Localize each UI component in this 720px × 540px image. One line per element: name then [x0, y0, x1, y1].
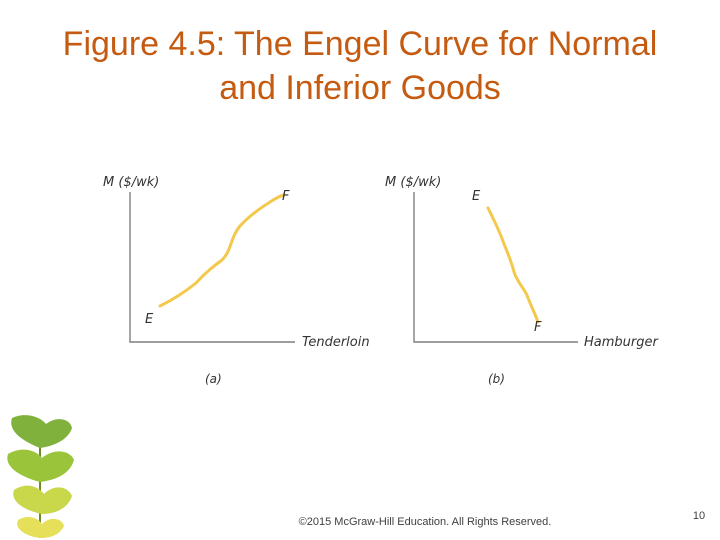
slide-title-line2: and Inferior Goods: [219, 69, 501, 107]
panel-b-point-f: F: [534, 320, 542, 335]
panel-b-point-e: E: [472, 189, 481, 204]
copyright-footer: ©2015 McGraw-Hill Education. All Rights …: [298, 516, 552, 528]
slide-title-line1: Figure 4.5: The Engel Curve for Normal: [62, 25, 658, 63]
panel-b-caption: (b): [488, 372, 505, 386]
slide-title: Figure 4.5: The Engel Curve for Normal a…: [20, 22, 700, 110]
panel-b-xlabel: Hamburger: [584, 335, 659, 350]
panel-a-point-e: E: [145, 312, 154, 327]
page-number: 10: [692, 510, 706, 522]
panel-a-ylabel: M ($/wk): [103, 175, 159, 190]
panel-b: M ($/wk) E F Hamburger (b): [385, 175, 659, 386]
panel-a-engel-curve: [158, 193, 286, 308]
panel-a-xlabel: Tenderloin: [302, 335, 370, 350]
panel-b-engel-curve: [486, 206, 540, 324]
panel-b-ylabel: M ($/wk): [385, 175, 441, 190]
panel-a-caption: (a): [205, 372, 222, 386]
panel-a: M ($/wk) E F Tenderloin (a): [103, 175, 370, 386]
engel-curve-figure: M ($/wk) E F Tenderloin (a) M ($/wk) E F…: [103, 175, 659, 386]
panel-a-axes: [129, 192, 295, 343]
ginkgo-leaf-icon: [7, 415, 74, 538]
panel-a-point-f: F: [282, 189, 290, 204]
panel-b-axes: [413, 192, 578, 343]
